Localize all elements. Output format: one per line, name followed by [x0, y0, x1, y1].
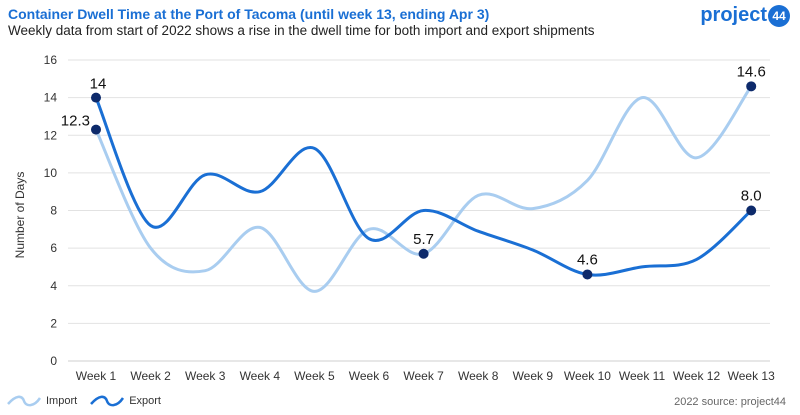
source-note: 2022 source: project44 [674, 396, 786, 408]
marker-export-week-13 [746, 205, 757, 216]
marker-import-week-13 [746, 81, 757, 92]
logo-badge: 44 [768, 4, 790, 27]
x-tick-label-13: Week 13 [728, 369, 775, 383]
y-tick-label-4: 4 [50, 279, 57, 293]
data-label-export-week-10: 4.6 [577, 251, 598, 268]
legend-item-import: Import [6, 395, 77, 407]
legend-label-export: Export [129, 395, 161, 407]
marker-import-week-1 [91, 124, 101, 135]
series-line-import [94, 84, 753, 293]
y-tick-label-14: 14 [44, 91, 58, 105]
y-tick-label-8: 8 [50, 204, 57, 218]
x-tick-label-5: Week 5 [294, 369, 335, 383]
x-tick-label-12: Week 12 [673, 369, 720, 383]
x-tick-label-8: Week 8 [458, 369, 499, 383]
series-line-export [94, 96, 753, 277]
project44-logo: project 44 [700, 4, 790, 27]
x-tick-label-7: Week 7 [403, 369, 444, 383]
y-tick-label-2: 2 [50, 316, 57, 330]
y-tick-label-0: 0 [50, 354, 57, 368]
chart-legend: Import Export [6, 395, 173, 407]
x-tick-label-4: Week 4 [240, 369, 281, 383]
marker-import-week-7 [418, 248, 429, 259]
legend-swatch-import [7, 395, 42, 407]
marker-export-week-1 [91, 92, 101, 103]
x-tick-label-9: Week 9 [513, 369, 554, 383]
marker-export-week-10 [582, 269, 593, 280]
data-label-export-week-1: 14 [90, 76, 107, 93]
x-tick-label-6: Week 6 [349, 369, 390, 383]
chart-subtitle: Weekly data from start of 2022 shows a r… [8, 23, 595, 38]
x-tick-label-1: Week 1 [76, 369, 117, 383]
y-tick-label-12: 12 [44, 128, 58, 142]
data-label-import-week-7: 5.7 [413, 231, 434, 248]
y-tick-label-16: 16 [44, 53, 58, 67]
data-label-export-week-13: 8.0 [741, 188, 762, 205]
x-tick-label-10: Week 10 [564, 369, 611, 383]
data-label-import-week-1: 12.3 [61, 113, 90, 130]
chart-title: Container Dwell Time at the Port of Taco… [8, 6, 490, 22]
y-tick-label-10: 10 [44, 166, 58, 180]
legend-swatch-export [90, 395, 125, 407]
data-label-import-week-13: 14.6 [737, 63, 766, 80]
x-tick-label-11: Week 11 [619, 369, 666, 383]
legend-item-export: Export [89, 395, 161, 407]
legend-label-import: Import [46, 395, 78, 407]
x-tick-label-3: Week 3 [185, 369, 226, 383]
x-tick-label-2: Week 2 [130, 369, 171, 383]
y-tick-label-6: 6 [50, 241, 57, 255]
logo-text: project [700, 4, 767, 26]
